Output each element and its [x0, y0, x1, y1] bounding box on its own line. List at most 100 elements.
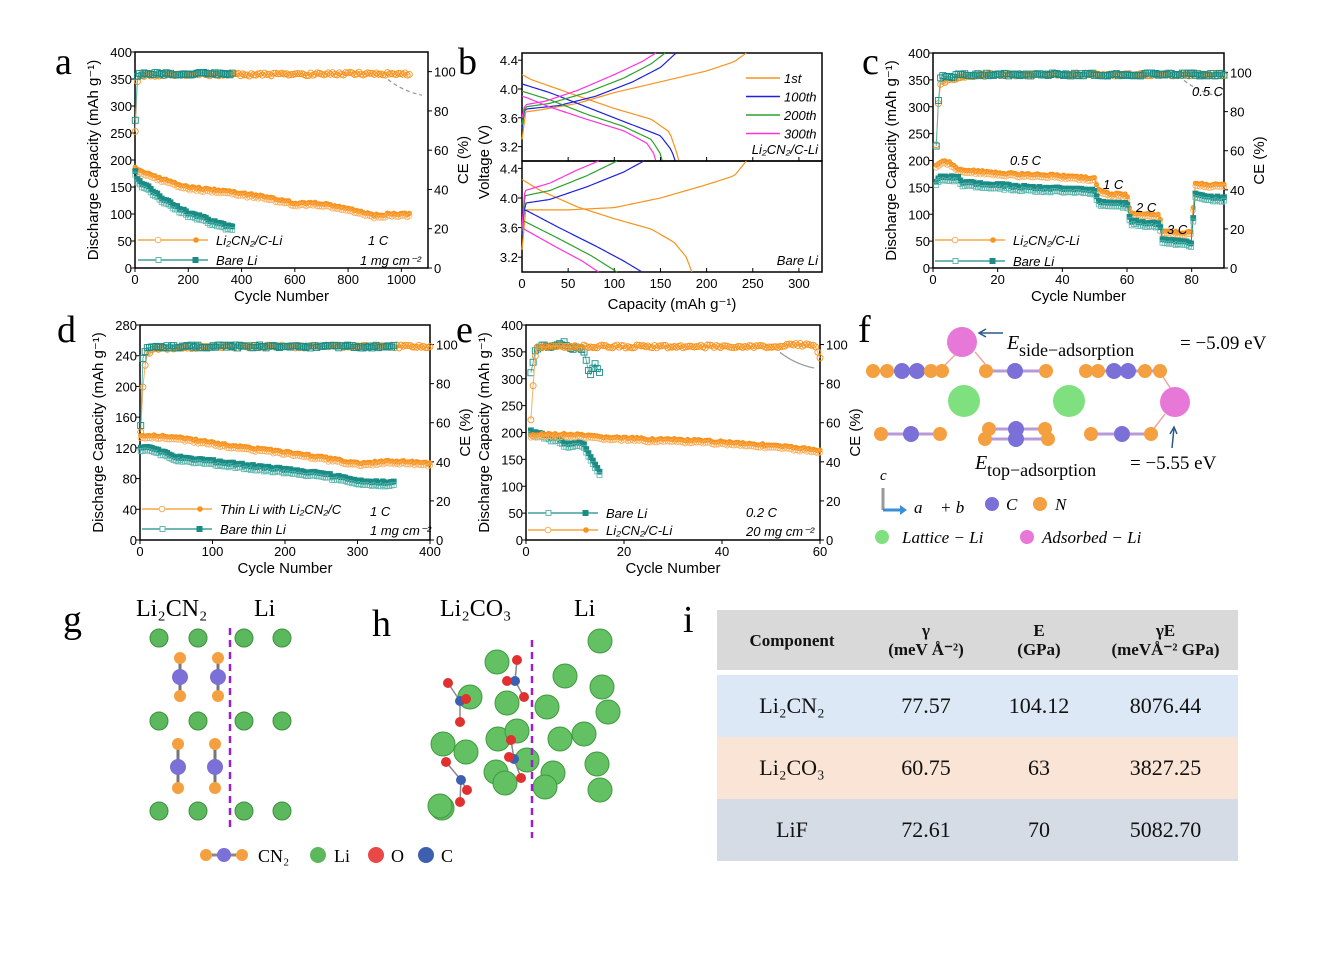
ce-point	[600, 342, 608, 349]
panel-g-left-title: Li₂CN₂	[136, 596, 207, 622]
ce-point	[1079, 72, 1087, 80]
ce-point	[286, 343, 294, 351]
ce-point	[390, 341, 398, 349]
li-atom	[234, 801, 254, 821]
c-atom	[172, 669, 188, 685]
ce-point	[1154, 71, 1162, 79]
ce-point	[275, 344, 283, 352]
ce-point	[934, 97, 942, 104]
ce-point	[1044, 72, 1052, 79]
x-tick-label: 800	[337, 272, 359, 287]
y2-tick-label: 100	[826, 338, 848, 353]
ce-point	[200, 68, 208, 76]
ce-point	[662, 341, 669, 349]
e-top-value: = −5.55 eV	[1130, 453, 1217, 474]
plot-frame	[521, 160, 823, 273]
cell-gamma-e: 8076.44	[1093, 675, 1238, 737]
ce-point	[981, 71, 989, 79]
ce-point	[593, 365, 601, 373]
ce-point	[245, 72, 253, 80]
ce-axis-arrow	[1183, 79, 1219, 97]
ce-point	[809, 341, 817, 349]
ce-point	[373, 69, 380, 77]
ce-line	[140, 344, 431, 432]
capacity-point	[132, 168, 139, 174]
li-atom	[188, 711, 208, 731]
annotation: 1 mg cm⁻²	[370, 523, 432, 538]
capacity-point	[1124, 201, 1131, 208]
ce-point	[1159, 70, 1166, 78]
cell-component: LiF	[717, 799, 867, 861]
ce-point	[1090, 71, 1098, 79]
ce-point	[677, 342, 685, 350]
ce-point	[708, 342, 716, 350]
ce-point	[422, 344, 430, 352]
x-tick-label: 200	[274, 544, 296, 559]
x-axis-label: Cycle Number	[1031, 288, 1126, 305]
y-axis-label: Discharge Capacity (mAh g⁻¹)	[883, 60, 900, 260]
y-tick-label: 300	[110, 99, 132, 114]
chart-b: 3.2 3.6 4.0 4.4 Li₂CN₂/C-Li 3.2 3.6 4.0 4.4 Bare …	[476, 52, 823, 313]
ce-point	[180, 70, 188, 78]
legend-li-label: Li	[334, 846, 350, 866]
ce-point	[149, 71, 157, 79]
ce-point	[1137, 72, 1144, 80]
ce-point	[305, 72, 312, 79]
ce-point	[790, 341, 797, 349]
ce-point	[794, 341, 802, 349]
ce-point	[1077, 70, 1085, 78]
y-tick-label: 3.6	[500, 111, 518, 126]
ce-point	[1060, 72, 1068, 79]
ce-point	[140, 69, 148, 77]
series-thin-li-with-li2cn2-c	[137, 341, 434, 470]
legend-marker-filled	[990, 237, 996, 243]
annotation: 1 mg cm⁻²	[360, 253, 422, 268]
y-tick-label: 150	[501, 452, 523, 467]
ce-point	[152, 342, 160, 350]
ce-point	[637, 342, 645, 350]
rate-annotation: 3 C	[1167, 222, 1188, 237]
ce-point	[998, 71, 1006, 79]
li-atom	[587, 777, 613, 803]
li-atom	[584, 751, 610, 777]
cell-gamma: 60.75	[867, 737, 985, 799]
ce-point	[223, 343, 230, 351]
ce-point	[970, 72, 978, 80]
ce-point	[137, 422, 145, 429]
ce-line	[134, 71, 233, 121]
ce-point	[182, 71, 190, 78]
panel-h-right-title: Li	[574, 596, 596, 622]
ce-point	[131, 127, 139, 135]
o-atom	[441, 757, 451, 767]
ce-point	[402, 341, 410, 349]
ce-point	[1075, 71, 1083, 79]
ce-point	[333, 342, 340, 350]
col-header-gamma: γ (meV Å⁻²)	[867, 610, 985, 670]
ce-point	[1047, 71, 1054, 79]
o-atom	[512, 655, 522, 665]
y-tick-label: 120	[115, 441, 137, 456]
y-tick-label: 50	[509, 506, 523, 521]
li-atom	[430, 731, 456, 757]
ce-point	[415, 342, 423, 349]
y-tick-label: 400	[110, 45, 132, 60]
legend-label: Bare thin Li	[220, 522, 287, 537]
ce-point	[1119, 72, 1127, 79]
ce-point	[989, 71, 997, 79]
x-axis-label: Cycle Number	[237, 560, 332, 577]
ce-point	[141, 361, 149, 369]
ce-point	[136, 69, 144, 77]
ce-point	[209, 342, 217, 350]
x-tick-label: 0	[929, 272, 936, 287]
ce-point	[573, 343, 581, 351]
ce-point	[253, 344, 261, 351]
100th-discharge-curve	[521, 208, 643, 273]
ce-point	[1218, 69, 1226, 77]
capacity-point	[1188, 240, 1194, 247]
ce-point	[1189, 69, 1197, 77]
legend-marker-filled	[583, 527, 589, 533]
adsorbed-li-atom	[947, 327, 977, 357]
legend-n-dot	[1033, 497, 1047, 511]
y2-tick-label: 80	[436, 377, 450, 392]
charge-point	[406, 212, 413, 219]
